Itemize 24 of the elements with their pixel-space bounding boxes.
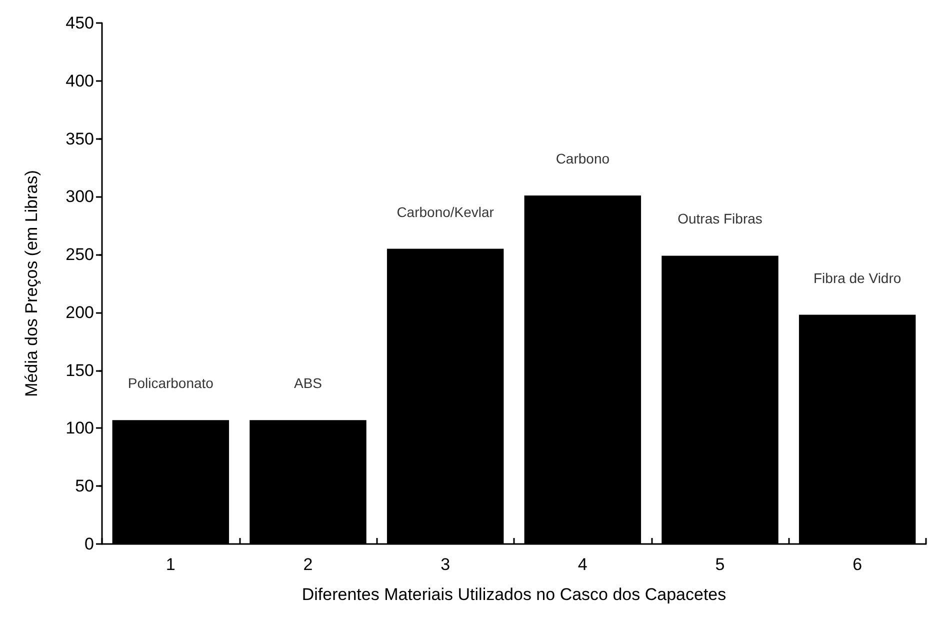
y-axis-title: Média dos Preços (em Libras) (22, 170, 41, 397)
x-axis-title: Diferentes Materiais Utilizados no Casco dos Capacetes (302, 585, 726, 604)
y-tick-label: 0 (84, 534, 94, 554)
y-tick-label: 100 (66, 418, 94, 438)
y-tick-label: 200 (66, 302, 94, 322)
annotation: Fibra de Vidro (813, 270, 902, 286)
x-tick-label: 3 (440, 555, 450, 574)
y-tick-label: 350 (66, 129, 94, 148)
y-tick-label: 250 (66, 245, 94, 264)
x-tick-label: 6 (852, 555, 862, 574)
annotation: Outras Fibras (678, 210, 762, 227)
y-tick-label: 450 (66, 14, 94, 32)
x-tick-label: 1 (166, 555, 176, 574)
y-tick-label: 50 (75, 476, 94, 496)
annotation: Policarbonato (128, 375, 214, 392)
y-tick-label: 300 (66, 187, 94, 206)
x-tick-label: 5 (715, 555, 725, 574)
annotation: ABS (294, 375, 322, 392)
y-tick-label: 400 (66, 71, 94, 90)
y-tick-label: 150 (66, 360, 94, 380)
annotation: Carbono/Kevlar (396, 204, 494, 220)
x-tick-label: 4 (578, 555, 588, 574)
annotation: Carbono (556, 150, 610, 167)
x-tick-label: 2 (303, 555, 313, 574)
